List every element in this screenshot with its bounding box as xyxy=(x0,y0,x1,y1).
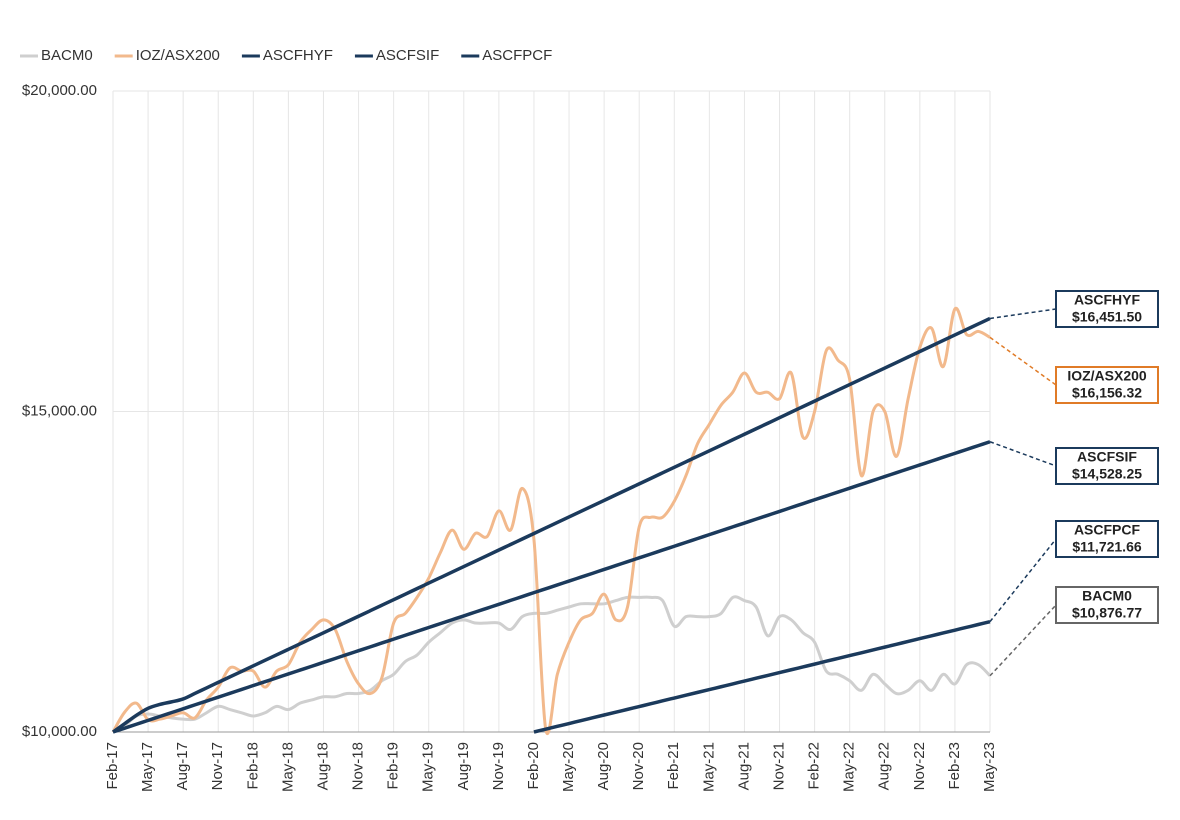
x-tick-label: Feb-21 xyxy=(665,742,682,790)
x-tick-label: May-23 xyxy=(981,742,998,792)
connector xyxy=(989,441,1057,467)
legend-label: IOZ/ASX200 xyxy=(136,47,220,64)
x-tick-label: Nov-20 xyxy=(630,742,647,790)
connector xyxy=(989,604,1057,677)
x-tick-label: Feb-22 xyxy=(806,742,823,790)
x-tick-label: Nov-19 xyxy=(490,742,507,790)
x-tick-label: May-18 xyxy=(279,742,296,792)
x-tick-label: Feb-19 xyxy=(385,742,402,790)
y-tick-label: $15,000.00 xyxy=(22,402,97,419)
series-line xyxy=(112,595,992,734)
label-box xyxy=(1055,520,1159,558)
series-line xyxy=(111,316,991,734)
label-name: ASCFSIF xyxy=(1077,449,1137,465)
label-box xyxy=(1055,586,1159,624)
x-tick-label: Feb-17 xyxy=(104,742,121,790)
x-tick-label: Nov-18 xyxy=(350,742,367,790)
y-tick-label: $10,000.00 xyxy=(22,723,97,740)
y-tick-label: $20,000.00 xyxy=(22,82,97,99)
x-tick-label: Aug-19 xyxy=(455,742,472,790)
x-tick-label: May-22 xyxy=(841,742,858,792)
connector xyxy=(989,538,1057,623)
x-tick-label: Aug-22 xyxy=(876,742,893,790)
x-tick-label: Nov-22 xyxy=(911,742,928,790)
connector xyxy=(989,308,1057,320)
x-tick-label: Nov-21 xyxy=(770,742,787,790)
x-tick-label: May-20 xyxy=(560,742,577,792)
label-box xyxy=(1055,447,1159,485)
label-box xyxy=(1055,290,1159,328)
legend-label: ASCFHYF xyxy=(263,47,333,64)
x-tick-label: May-21 xyxy=(700,742,717,792)
x-tick-label: May-17 xyxy=(139,742,156,792)
legend-label: BACM0 xyxy=(41,47,93,64)
series-line xyxy=(111,306,991,735)
x-tick-label: Feb-20 xyxy=(525,742,542,790)
x-tick-label: May-19 xyxy=(420,742,437,792)
x-tick-label: Feb-18 xyxy=(244,742,261,790)
x-tick-label: Nov-17 xyxy=(209,742,226,790)
label-box xyxy=(1055,366,1159,404)
value-label: $11,721.66 xyxy=(1072,539,1142,555)
x-tick-label: Aug-20 xyxy=(595,742,612,790)
value-label: $10,876.77 xyxy=(1072,605,1142,621)
x-tick-label: Feb-23 xyxy=(946,742,963,790)
series-line xyxy=(112,440,991,734)
connector xyxy=(989,336,1057,386)
series-line xyxy=(533,619,991,734)
value-label: $16,156.32 xyxy=(1072,385,1142,401)
label-name: IOZ/ASX200 xyxy=(1067,368,1147,384)
label-name: ASCFPCF xyxy=(1074,522,1141,538)
legend-label: ASCFPCF xyxy=(482,47,552,64)
legend-label: ASCFSIF xyxy=(376,47,439,64)
x-tick-label: Aug-18 xyxy=(314,742,331,790)
label-name: BACM0 xyxy=(1082,588,1132,604)
x-tick-label: Aug-17 xyxy=(174,742,191,790)
value-label: $14,528.25 xyxy=(1072,466,1142,482)
value-label: $16,451.50 xyxy=(1072,309,1142,325)
x-tick-label: Aug-21 xyxy=(735,742,752,790)
label-name: ASCFHYF xyxy=(1074,292,1141,308)
